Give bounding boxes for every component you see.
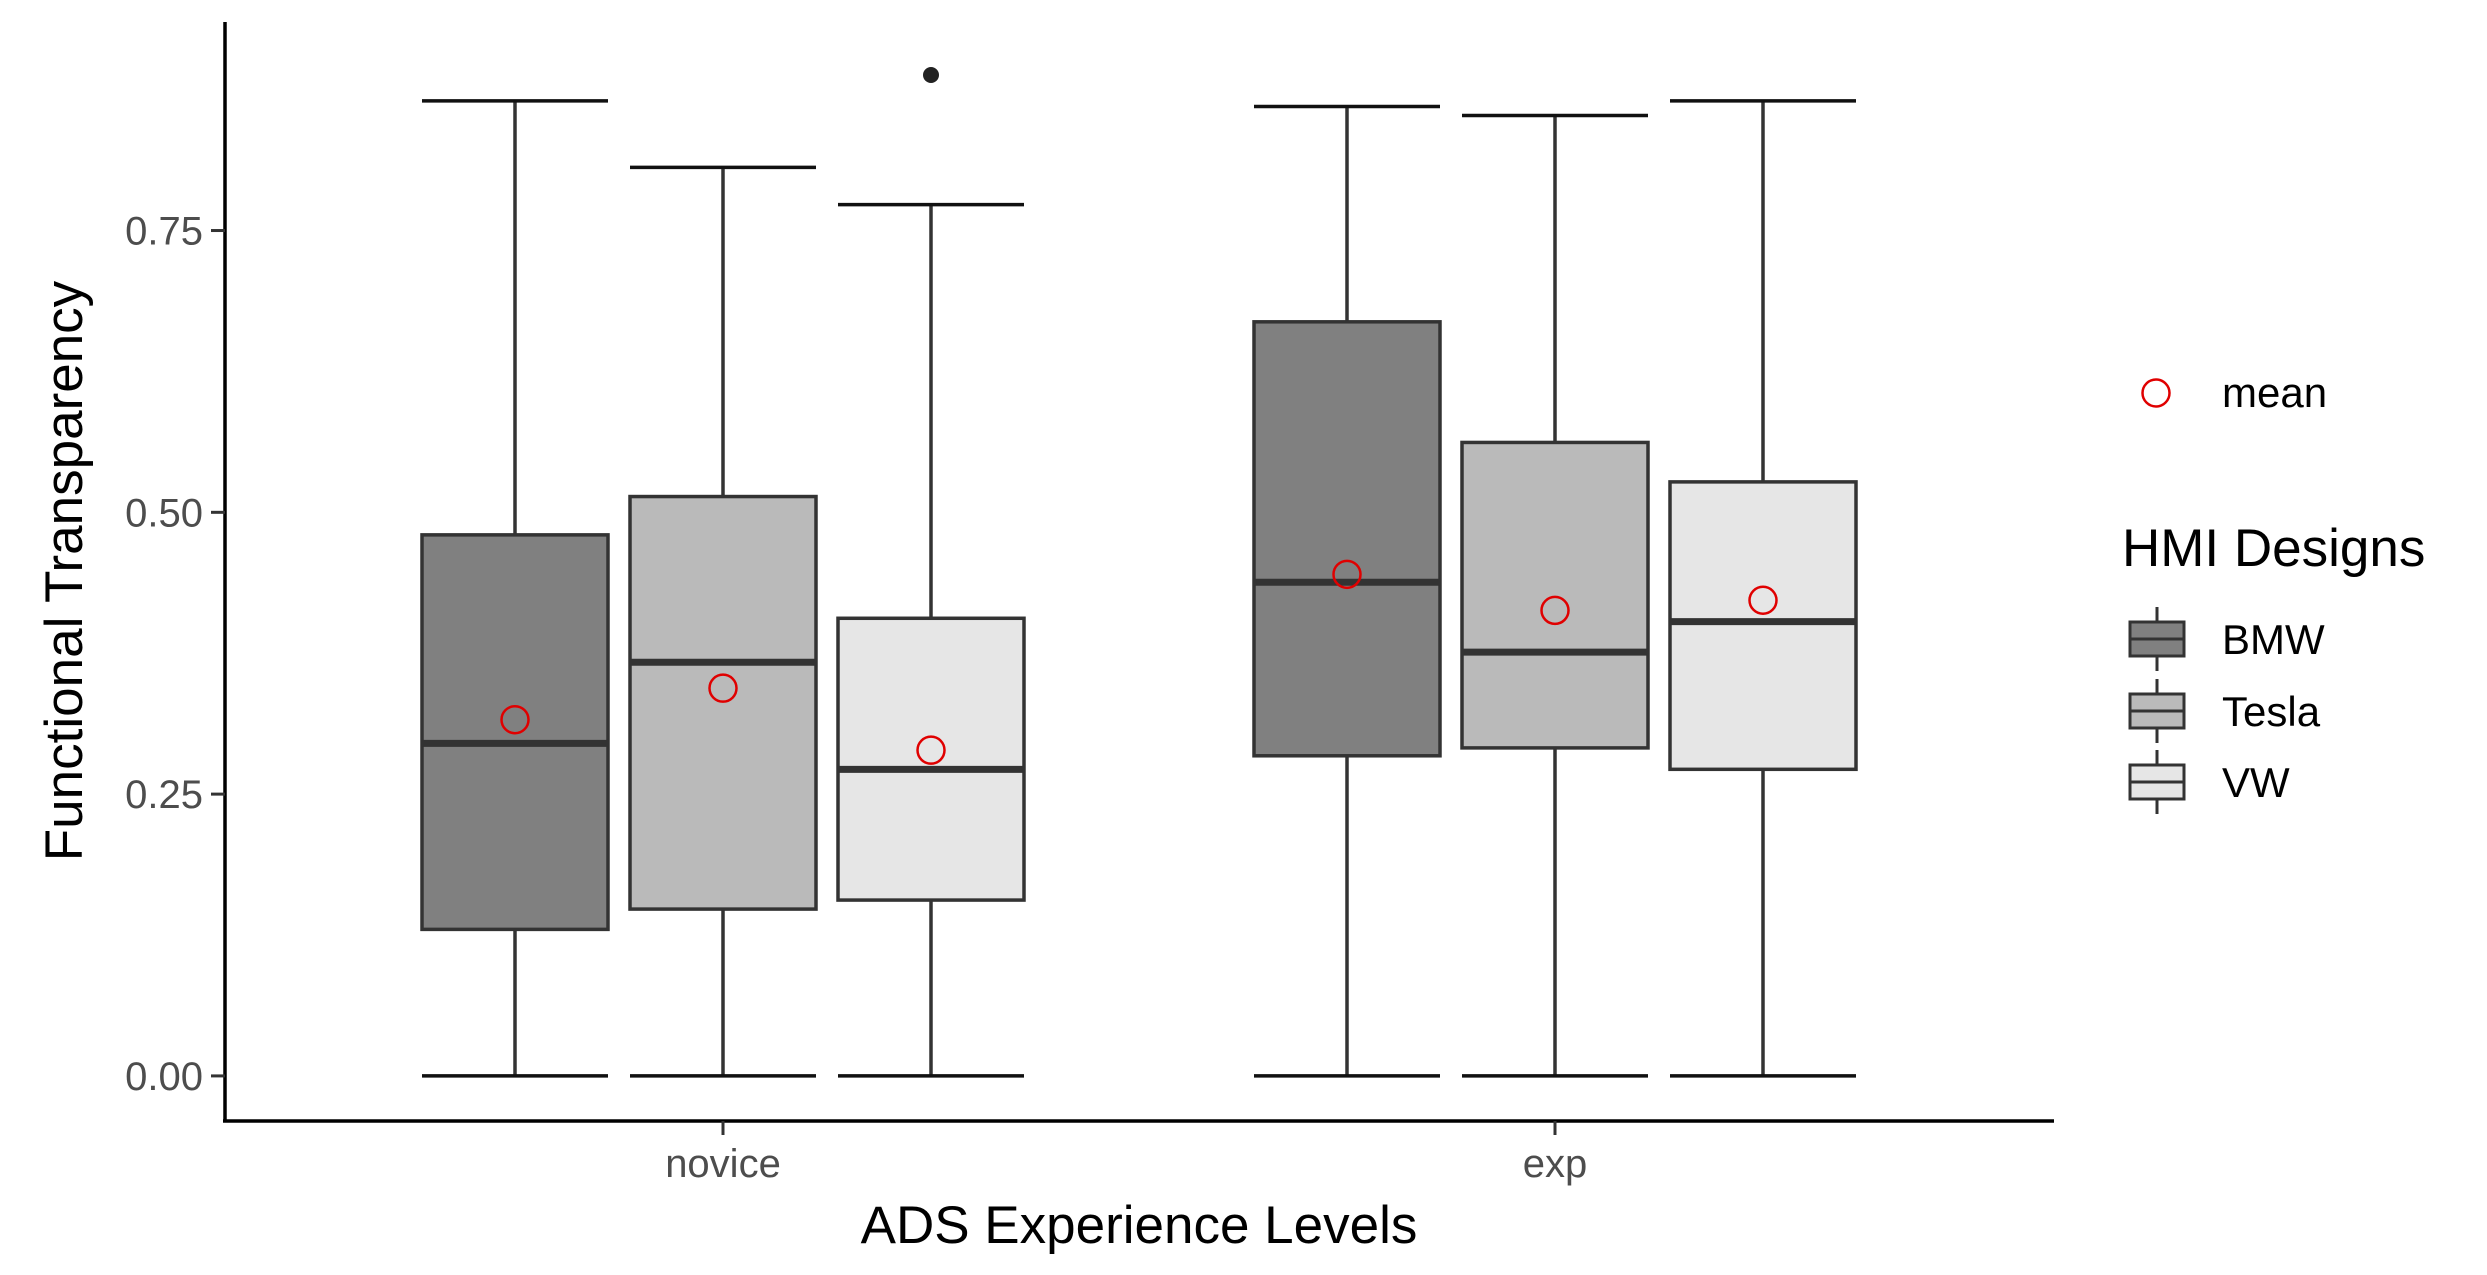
legend-mean-label: mean [2222,369,2327,416]
box-vw-novice [836,66,1026,1078]
x-tick-label: novice [665,1142,781,1186]
legend-keys: BMW Tesla VW [2128,607,2325,814]
y-tick-label: 0.50 [125,491,203,535]
mean-marker [916,735,946,765]
box-iqr [836,616,1026,902]
legend-label: VW [2222,759,2290,806]
outlier-point [923,66,939,83]
box-iqr [1460,440,1650,750]
legend-label: BMW [2222,616,2325,663]
y-tick-label: 0.25 [125,773,203,817]
y-axis-title: Functional Transparency [35,280,94,861]
legend-mean-marker [2141,378,2171,408]
box-iqr [1668,480,1858,772]
x-axis-title: ADS Experience Levels [861,1196,1418,1255]
mean-marker [1540,595,1570,626]
mean-marker [500,704,530,735]
box-bmw-exp [1252,104,1442,1078]
x-tick-label: exp [1523,1142,1588,1186]
box-vw-exp [1668,99,1858,1078]
mean-marker [1748,585,1778,615]
box-iqr [1252,320,1442,758]
legend-title: HMI Designs [2122,519,2425,578]
mean-marker [708,673,738,703]
mean-marker [1332,559,1362,590]
legend: mean HMI Designs BMW Tesla VW [2122,369,2425,814]
plot-area [420,66,1858,1078]
box-bmw-novice [420,99,610,1078]
legend-key-vw: VW [2128,750,2290,814]
legend-label: Tesla [2222,688,2321,735]
y-tick-label: 0.00 [125,1055,203,1099]
box-tesla-exp [1460,113,1650,1078]
axes: 0.00 0.25 0.50 0.75 novice exp [125,22,2054,1186]
y-tick-label: 0.75 [125,210,203,254]
box-tesla-novice [628,165,818,1078]
legend-key-tesla: Tesla [2128,679,2321,743]
legend-key-bmw: BMW [2128,607,2325,671]
